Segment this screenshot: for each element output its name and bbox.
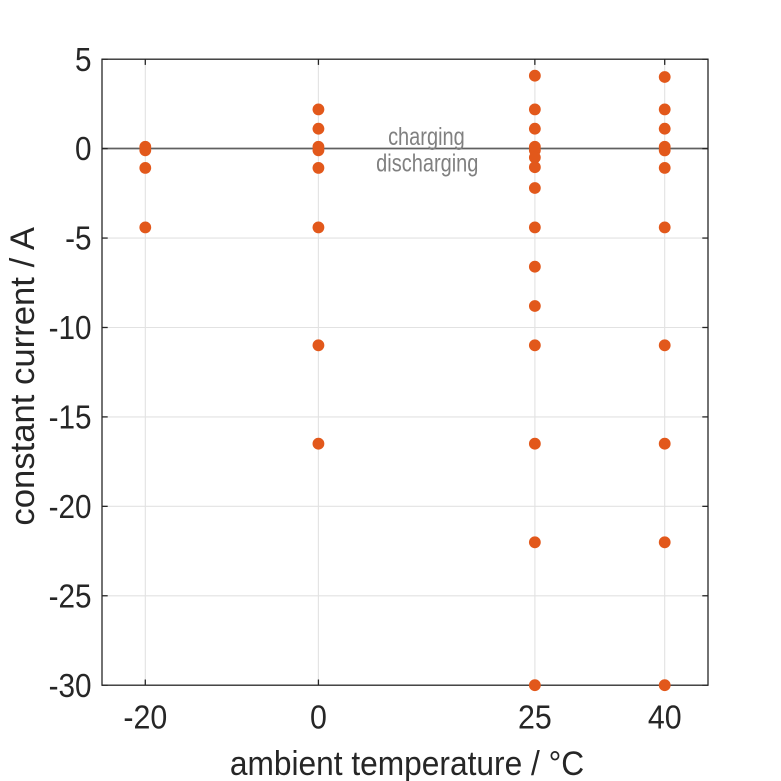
svg-text:-15: -15	[49, 399, 92, 436]
svg-text:25: 25	[518, 699, 552, 736]
svg-text:0: 0	[310, 699, 327, 736]
svg-text:-5: -5	[65, 220, 91, 257]
svg-text:constant current / A: constant current / A	[4, 227, 42, 526]
svg-text:charging: charging	[388, 123, 465, 151]
svg-text:-10: -10	[49, 310, 92, 347]
svg-text:5: 5	[75, 41, 92, 78]
svg-text:-20: -20	[49, 489, 92, 526]
svg-text:ambient temperature / °C: ambient temperature / °C	[230, 744, 584, 781]
svg-text:discharging: discharging	[376, 149, 478, 177]
svg-text:-25: -25	[49, 578, 92, 615]
svg-text:-20: -20	[123, 699, 167, 736]
svg-text:0: 0	[75, 131, 92, 168]
svg-text:-30: -30	[49, 667, 92, 704]
svg-text:40: 40	[648, 699, 682, 736]
